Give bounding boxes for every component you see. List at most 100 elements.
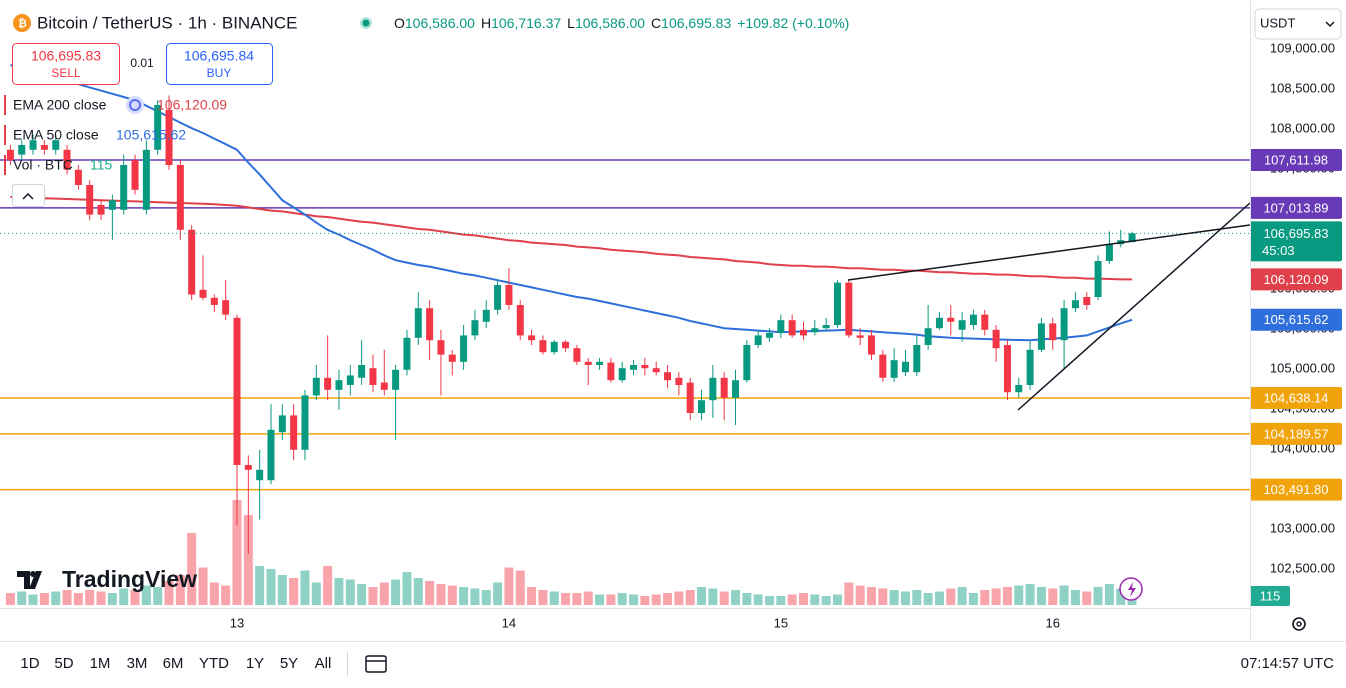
candle-body [324, 377, 332, 390]
volume-bar [527, 587, 537, 605]
volume-bar [425, 581, 435, 605]
y-tick-label: 103,000.00 [1270, 520, 1335, 535]
range-button[interactable]: 1M [90, 655, 111, 672]
candle-body [199, 289, 207, 298]
overlay [847, 202, 1251, 411]
candle-body [86, 185, 94, 215]
volume-bar [255, 566, 265, 605]
calendar-icon[interactable] [365, 655, 387, 673]
volume-bar [663, 593, 673, 605]
candle-body [664, 372, 672, 381]
candle-body [754, 335, 762, 345]
volume-bar [447, 585, 457, 605]
volume-bar [391, 579, 401, 605]
volume-bar [266, 569, 276, 605]
volume-bar [493, 582, 503, 605]
volume-bar [470, 588, 480, 605]
range-button[interactable]: 5D [54, 655, 73, 672]
candle-body [777, 320, 785, 333]
ohlc-key: L [567, 15, 575, 31]
currency-select[interactable] [1254, 8, 1342, 40]
buy-button[interactable] [166, 43, 273, 85]
volume-bar [1059, 585, 1069, 605]
alert-bolt [1128, 582, 1136, 597]
sell-button[interactable] [12, 43, 120, 85]
legend-value: 115 [90, 157, 113, 173]
volume-bar [640, 596, 650, 605]
candle-body [120, 165, 128, 210]
volume-bar [357, 584, 367, 605]
volume-bar [85, 590, 95, 605]
volume-bar [175, 575, 185, 605]
volume-bar [119, 588, 129, 605]
volume-bar [17, 591, 27, 605]
volume-bar [1002, 587, 1012, 605]
y-tick-label: 109,000.00 [1270, 40, 1335, 55]
volume-bar [198, 567, 208, 605]
y-tick-label: 108,000.00 [1270, 120, 1335, 135]
candle-body [516, 305, 524, 336]
volume-bar [787, 594, 797, 605]
volume-bar [991, 588, 1001, 605]
candle-body [913, 345, 921, 373]
candle-body [154, 105, 162, 150]
volume-bar [232, 500, 242, 605]
volume-bar [685, 590, 695, 605]
candle-body [6, 149, 14, 161]
candle-body [981, 314, 989, 330]
range-button[interactable]: 3M [127, 655, 148, 672]
volume-bar [889, 590, 899, 605]
price-badge-text: 106,695.83 [1263, 226, 1328, 241]
candle-body [618, 368, 626, 381]
settings-icon[interactable] [1292, 617, 1306, 631]
candle-body [392, 369, 400, 390]
range-button[interactable]: YTD [199, 655, 229, 672]
candle-body [709, 377, 717, 401]
legend-name: EMA 50 close [13, 127, 99, 143]
volume-bar [209, 582, 219, 605]
sync-icon[interactable] [126, 96, 144, 114]
price-countdown: 45:03 [1262, 243, 1295, 258]
volume-bar [368, 587, 378, 605]
price-axis: 102,500.00103,000.00103,500.00104,000.00… [1250, 40, 1342, 606]
spread: 0.01 [130, 56, 154, 70]
level-badge [1250, 478, 1342, 501]
volume-bar [379, 582, 389, 605]
volume-bar [866, 587, 876, 605]
volume-bar [697, 587, 707, 605]
candle-body [142, 149, 150, 210]
volume-bar [1093, 587, 1103, 605]
volume-bar [1014, 585, 1024, 605]
trend-line [1017, 202, 1251, 411]
volume-bar [731, 590, 741, 605]
volume-bar [878, 588, 888, 605]
range-button[interactable]: 5Y [280, 655, 298, 672]
candle-body [698, 400, 706, 413]
range-button[interactable]: 1Y [246, 655, 264, 672]
volume-bar [1116, 588, 1126, 605]
volume-bar [934, 591, 944, 605]
candle-body [641, 365, 649, 369]
volume-bar [606, 594, 616, 605]
volume-bar [1036, 587, 1046, 605]
range-button[interactable]: 1D [20, 655, 39, 672]
candle-body [1003, 345, 1011, 393]
level-badge-text: 103,491.80 [1263, 482, 1328, 497]
volume-bar [402, 572, 412, 605]
volume-bar [62, 590, 72, 605]
volume-bar [243, 515, 253, 605]
range-button[interactable]: 6M [163, 655, 184, 672]
candle-body [369, 368, 377, 385]
candle-body [1128, 233, 1136, 243]
logo-text: TradingView [62, 566, 197, 592]
buy-price: 106,695.84 [184, 48, 254, 64]
volume-bar [799, 593, 808, 605]
ema-line [10, 64, 1133, 342]
symbol-title: Bitcoin / TetherUS · 1h · BINANCE [37, 13, 297, 32]
price-badge [1250, 221, 1342, 262]
volume-bar [844, 582, 854, 605]
candle-body [1026, 349, 1034, 385]
volume-bar [1104, 584, 1114, 605]
range-button[interactable]: All [315, 655, 332, 672]
